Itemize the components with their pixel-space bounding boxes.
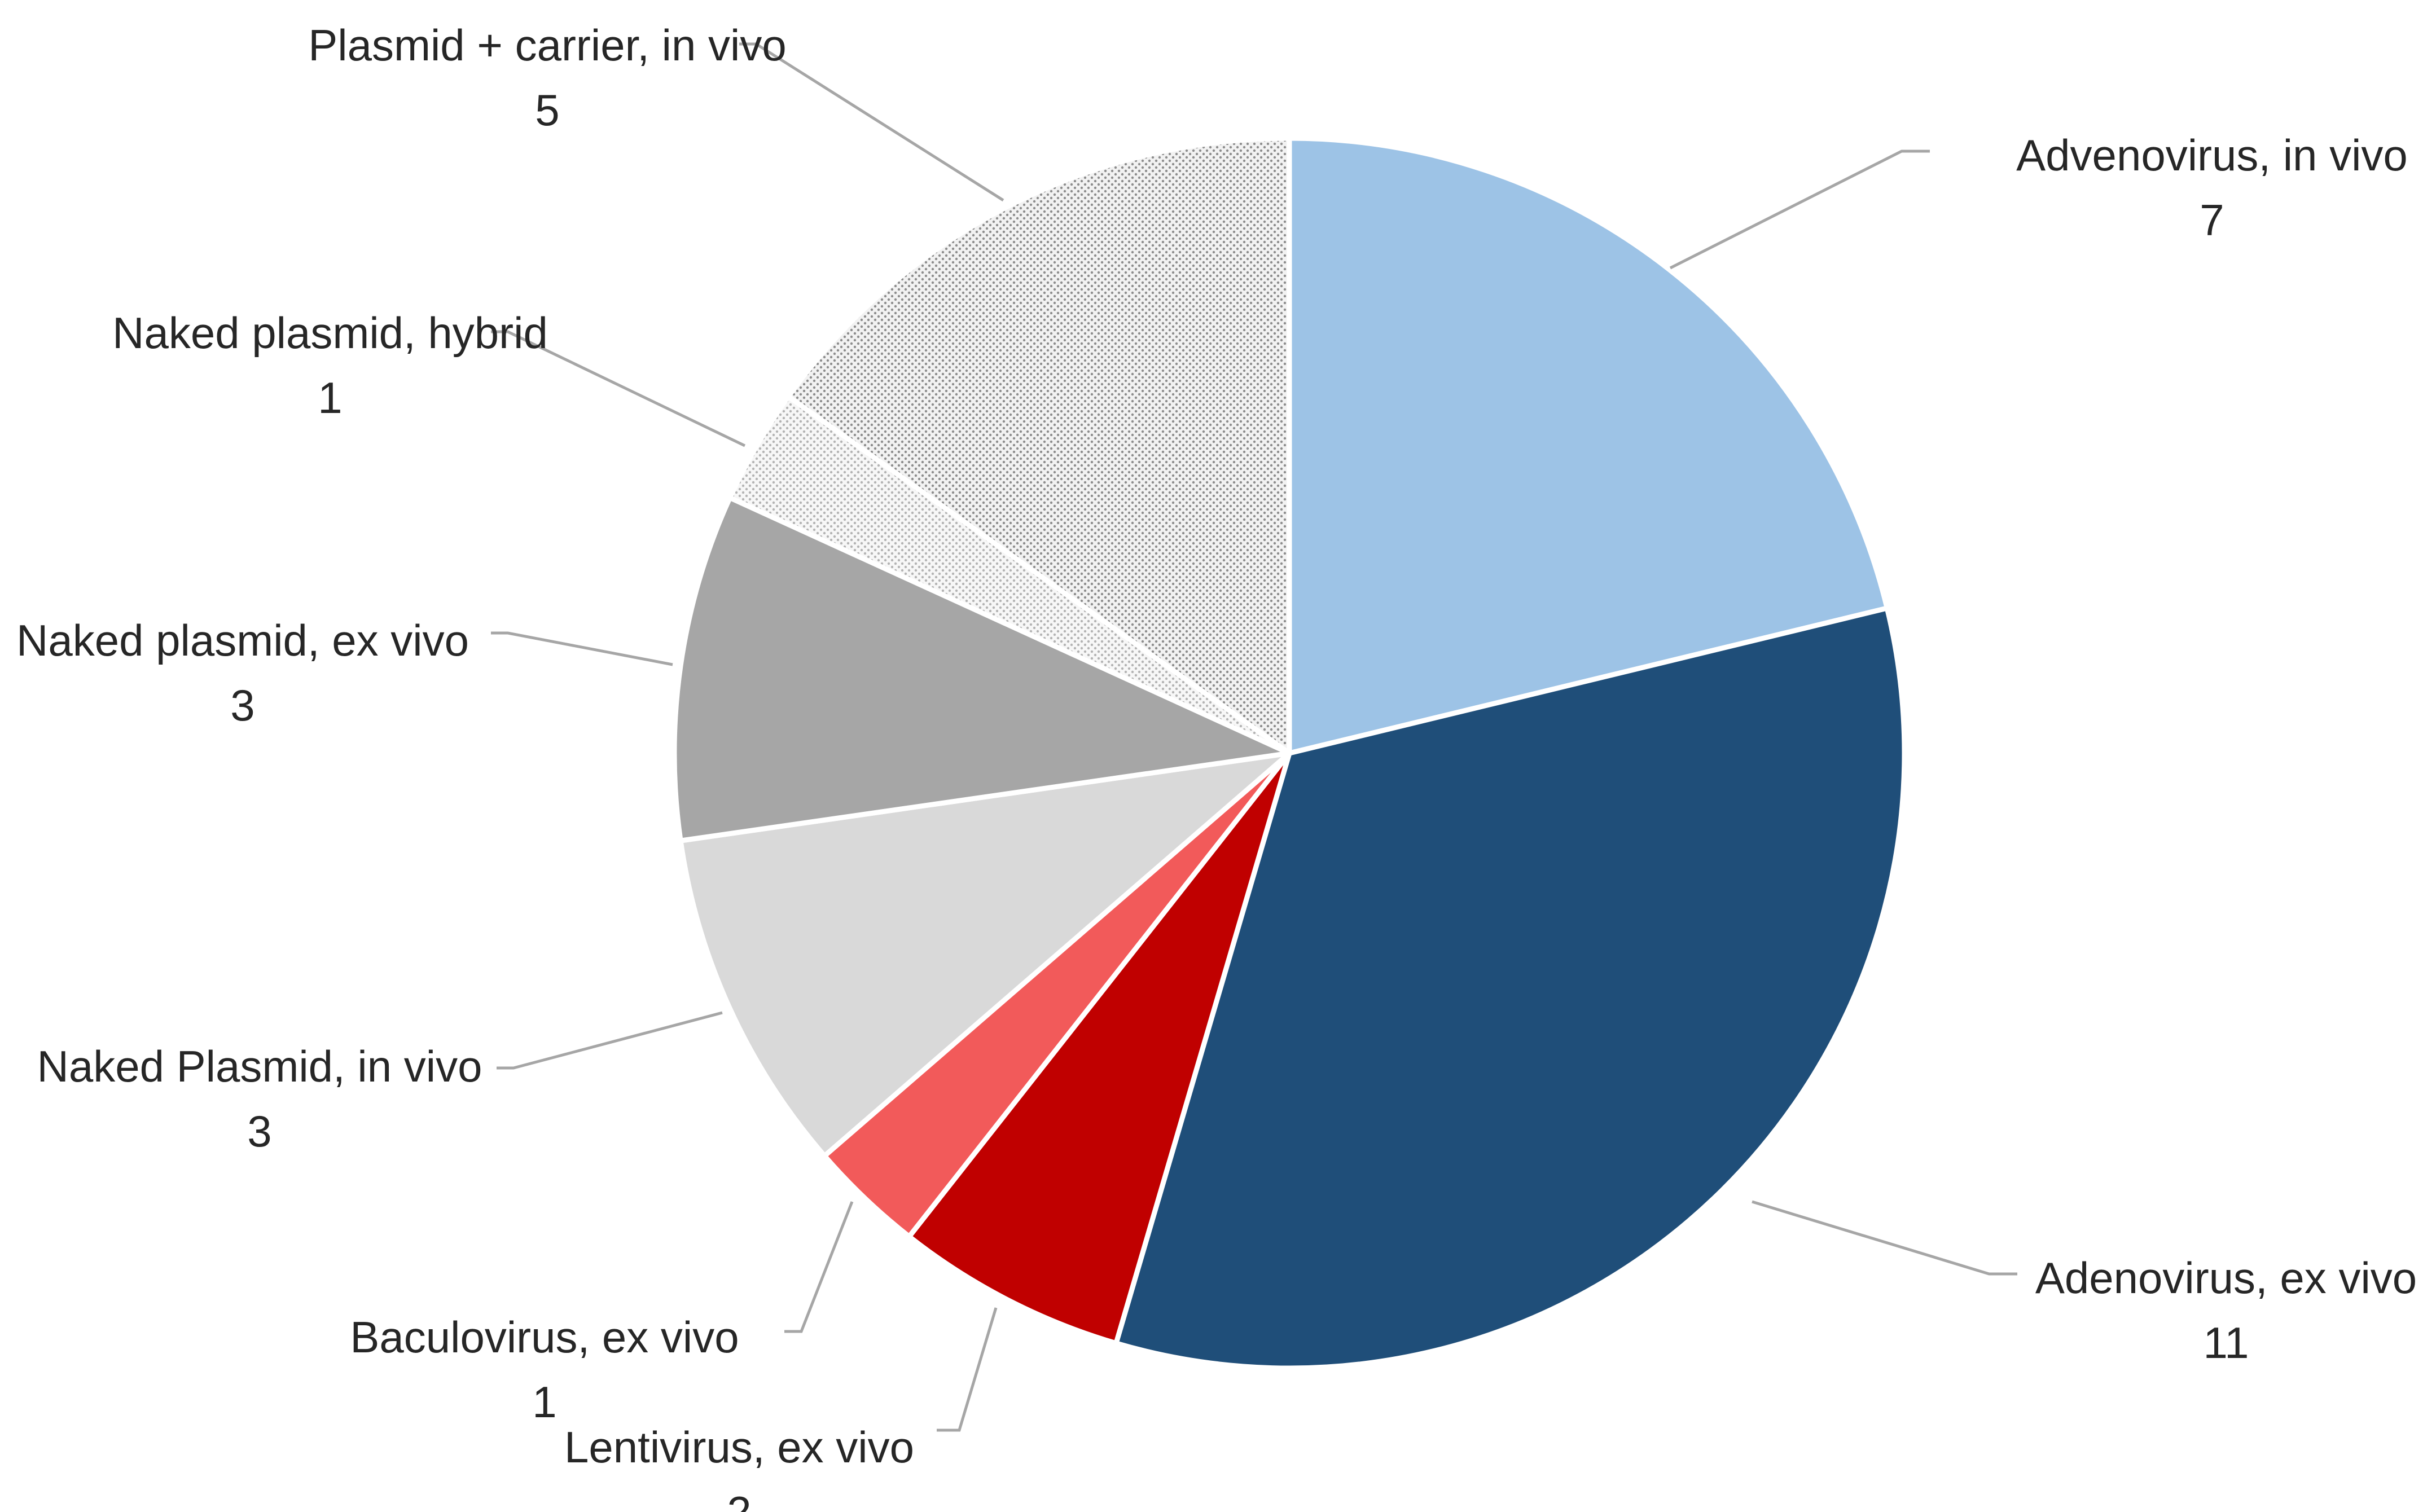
slice-value-4: 3 [247,1106,271,1156]
slice-value-6: 1 [318,373,342,423]
pie-slice-2 [906,750,1292,1346]
slice-label-4: Naked Plasmid, in vivo [37,1041,482,1091]
leader-lines [491,42,2017,1432]
slice-label-1: Adenovirus, ex vivo [2035,1253,2417,1303]
pie-slice-5 [671,495,1292,843]
leader-line-5 [491,631,673,666]
slice-value-7: 5 [535,85,559,135]
pie-slice-1 [1113,605,1907,1371]
leader-line-1 [1752,1200,2017,1276]
data-labels: Advenovirus, in vivo 7 Adenovirus, ex vivo… [16,20,2417,1512]
slice-value-1: 11 [2204,1318,2249,1368]
slice-value-5: 3 [230,680,254,730]
slice-label-7: Plasmid + carrier, in vivo [308,20,786,70]
slice-label-5: Naked plasmid, ex vivo [16,616,469,665]
leader-line-0 [1669,150,1930,270]
slice-label-6: Naked plasmid, hybrid [112,308,548,358]
pie-slice-4 [678,750,1292,1159]
leader-line-2 [937,1307,998,1432]
slice-label-2: Lentivirus, ex vivo [564,1422,914,1472]
leader-line-4 [497,1011,723,1070]
slice-label-3: Baculovirus, ex vivo [350,1312,739,1362]
leader-line-3 [784,1201,854,1333]
slice-value-3: 1 [532,1377,556,1427]
slice-value-2: 2 [727,1487,751,1512]
leader-line-7 [739,42,1004,202]
pie-slice-7 [785,135,1292,756]
slice-label-0: Advenovirus, in vivo [2016,130,2408,180]
leader-line-6 [491,330,746,447]
pie-slice-0 [1287,135,1890,756]
slice-value-0: 7 [2200,195,2224,245]
pie-slices [671,135,1907,1371]
